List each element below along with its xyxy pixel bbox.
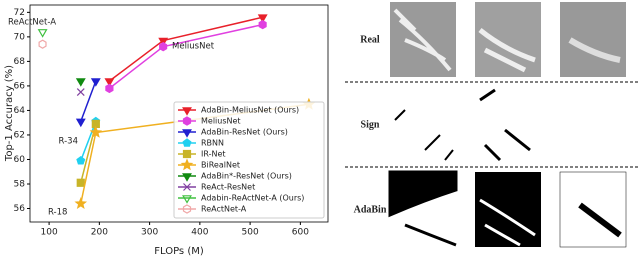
legend-label: AdaBin*-ResNet (Ours) — [201, 172, 292, 181]
real-row — [390, 2, 626, 77]
marker — [37, 29, 48, 38]
image — [475, 172, 541, 247]
legend-label: ReAct-ResNet — [201, 183, 255, 192]
y-tick-label: 56 — [14, 204, 26, 214]
marker — [89, 125, 103, 138]
marker — [182, 195, 192, 204]
marker — [182, 129, 192, 138]
chart: FLOPs (M) Top-1 Accuracy (%) 100 200 300 40… — [4, 4, 329, 257]
legend-label: RBNN — [201, 139, 224, 148]
x-axis-label: FLOPs (M) — [154, 246, 204, 257]
texture — [479, 88, 531, 162]
y-tick-label: 70 — [14, 32, 26, 42]
y-tick-label: 62 — [14, 130, 25, 140]
series-line — [80, 80, 97, 122]
legend-label: ReActNet-A — [201, 205, 247, 214]
legend-label: AdaBin-MeliusNet (Ours) — [201, 106, 299, 115]
legend-box — [173, 101, 325, 219]
image — [475, 88, 541, 163]
x-tick-label: 200 — [91, 228, 108, 238]
marker — [75, 118, 86, 128]
marker — [182, 107, 192, 116]
sign-row — [390, 88, 626, 163]
annotation: ReActNet-A — [8, 18, 56, 28]
legend-label: MeliusNet — [201, 117, 241, 126]
annotation: MeliusNet — [172, 42, 215, 52]
x-tick-label: 600 — [292, 228, 309, 238]
x-tick-label: 300 — [141, 228, 158, 238]
marker — [182, 204, 192, 214]
y-tick-label: 64 — [14, 106, 26, 116]
marker — [182, 138, 192, 147]
legend-label: IR-Net — [201, 150, 226, 159]
marker — [38, 39, 47, 49]
y-tick-label: 72 — [14, 8, 25, 18]
x-tick-label: 500 — [242, 228, 259, 238]
marker — [257, 14, 268, 24]
plot-frame — [29, 4, 329, 223]
marker — [183, 183, 191, 191]
annotation: R-34 — [59, 137, 78, 147]
marker — [76, 155, 86, 165]
marker — [180, 158, 194, 171]
marker — [76, 88, 85, 96]
y-tick-label: 66 — [14, 81, 26, 91]
legend-label: Adabin-ReActNet-A (Ours) — [201, 194, 304, 203]
texture — [478, 28, 536, 73]
marker — [159, 42, 168, 52]
marker — [258, 19, 267, 30]
legend: AdaBin-MeliusNet (Ours) MeliusNet AdaBin-R… — [173, 101, 325, 219]
x-tick-label: 100 — [41, 228, 58, 238]
marker — [158, 37, 169, 47]
y-axis-label: Top-1 Accuracy (%) — [4, 65, 15, 162]
texture — [568, 37, 621, 63]
image — [475, 2, 541, 77]
marker — [75, 78, 86, 87]
annotation: R-18 — [48, 208, 67, 218]
y-tick-label: 68 — [14, 57, 26, 67]
texture — [394, 109, 454, 161]
adabin-row — [388, 170, 627, 248]
y-tick-label: 60 — [14, 155, 26, 165]
row-label: AdaBin — [354, 204, 387, 215]
texture — [479, 198, 536, 247]
row-label: Real — [360, 34, 380, 45]
marker — [182, 116, 192, 126]
x-tick-label: 400 — [191, 228, 208, 238]
marker — [182, 173, 192, 182]
y-tick-label: 58 — [14, 179, 26, 189]
series-line — [108, 23, 263, 89]
marker — [76, 178, 85, 187]
image-grid: Real Sign AdaBin — [345, 2, 640, 248]
image — [390, 88, 456, 163]
image — [560, 88, 626, 163]
legend-label: BiRealNet — [201, 161, 240, 170]
marker — [90, 78, 101, 87]
texture — [393, 8, 452, 72]
marker — [182, 149, 192, 159]
row-label: Sign — [361, 119, 380, 130]
texture — [388, 170, 458, 247]
marker — [74, 196, 88, 210]
image — [560, 2, 626, 77]
marker — [104, 78, 115, 87]
texture — [578, 202, 622, 238]
marker — [105, 83, 114, 94]
legend-label: AdaBin-ResNet (Ours) — [201, 128, 288, 137]
